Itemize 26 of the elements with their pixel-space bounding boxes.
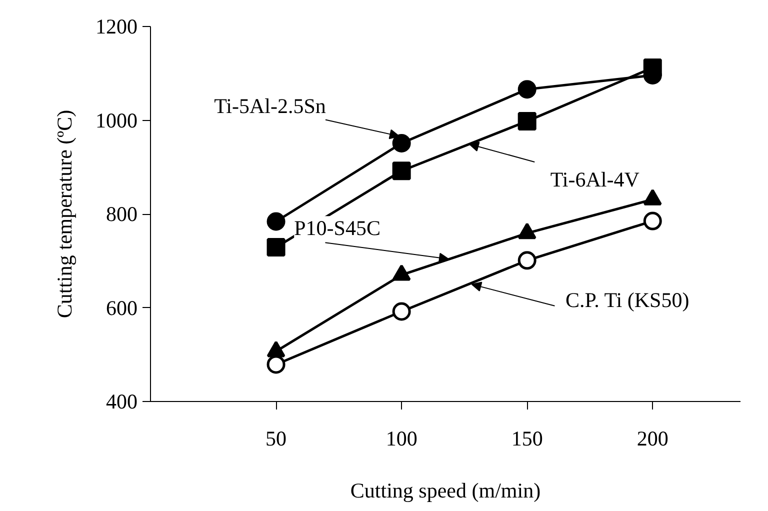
point [266,212,286,231]
x-tick-label: 100 [386,426,418,450]
point [518,112,536,130]
point [266,238,286,257]
point [392,134,411,152]
y-tick-label: 600 [106,296,138,320]
y-tick-label: 1000 [96,108,138,132]
point [643,212,662,230]
point [518,80,536,99]
point [392,302,411,321]
point [392,162,411,180]
y-axis-title: Cutting temperature (ºC) [52,110,76,318]
point [518,251,536,270]
x-tick-label: 200 [636,426,668,450]
annotation: Ti-5Al-2.5Sn [214,94,326,118]
x-axis-title: Cutting speed (m/min) [350,478,541,502]
annotation: Ti-6Al-4V [550,167,640,192]
x-tick-label: 150 [511,426,543,450]
point [266,355,286,374]
point [643,58,662,77]
x-tick-label: 50 [266,426,287,450]
annotation: C.P. Ti (KS50) [565,288,690,312]
y-tick-label: 1200 [96,14,138,38]
y-tick-label: 400 [106,390,138,414]
annotation: P10-S45C [294,216,380,240]
y-tick-label: 800 [106,202,138,226]
